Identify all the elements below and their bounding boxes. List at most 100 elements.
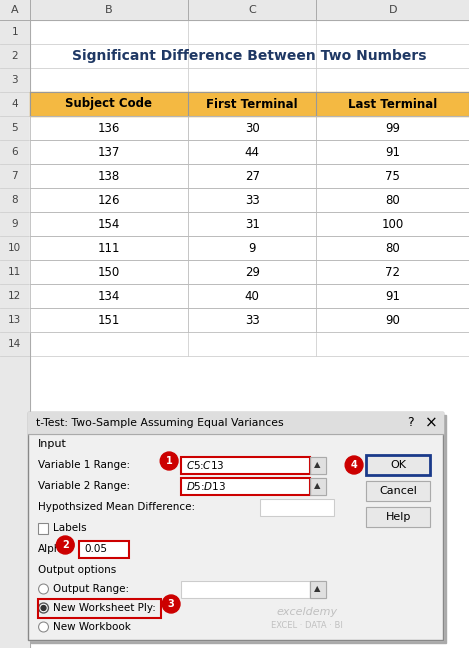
Text: 90: 90	[385, 314, 400, 327]
Bar	[181, 456, 310, 474]
Bar	[30, 164, 469, 188]
Bar	[366, 481, 430, 501]
Circle shape	[38, 603, 48, 613]
Bar	[310, 456, 327, 474]
Text: 6: 6	[11, 147, 18, 157]
Text: exceldemy: exceldemy	[276, 607, 337, 617]
Text: Hypothsized Mean Difference:: Hypothsized Mean Difference:	[37, 502, 195, 512]
Text: A: A	[11, 5, 18, 15]
Circle shape	[345, 456, 363, 474]
Text: 80: 80	[385, 194, 400, 207]
Bar	[310, 478, 327, 494]
Bar	[0, 0, 469, 20]
Text: 14: 14	[8, 339, 21, 349]
Bar	[30, 116, 469, 140]
Bar	[366, 455, 430, 475]
Text: New Worksheet Ply:: New Worksheet Ply:	[54, 603, 156, 613]
Text: 2: 2	[11, 51, 18, 61]
Text: 154: 154	[98, 218, 120, 231]
Text: 136: 136	[98, 122, 120, 135]
Text: 44: 44	[245, 146, 260, 159]
Text: C: C	[248, 5, 256, 15]
Circle shape	[38, 584, 48, 594]
Text: $D$5:$D$13: $D$5:$D$13	[186, 480, 226, 492]
Text: 9: 9	[248, 242, 256, 255]
Text: New Workbook: New Workbook	[54, 622, 131, 632]
Text: D: D	[388, 5, 397, 15]
Text: 100: 100	[382, 218, 404, 231]
Bar	[37, 523, 48, 534]
Bar	[79, 540, 128, 557]
Bar	[366, 455, 430, 475]
Bar	[366, 507, 430, 527]
Text: 13: 13	[8, 315, 21, 325]
Bar	[310, 478, 327, 494]
Bar	[27, 412, 443, 434]
Bar	[79, 540, 128, 557]
Text: Subject Code: Subject Code	[65, 97, 152, 111]
Text: Significant Difference Between Two Numbers: Significant Difference Between Two Numbe…	[72, 49, 427, 63]
Circle shape	[41, 605, 46, 610]
Text: Labels: Labels	[54, 523, 87, 533]
Bar	[30, 236, 469, 260]
Text: ×: ×	[425, 415, 438, 430]
Circle shape	[160, 452, 178, 470]
Bar	[366, 481, 430, 501]
Text: 111: 111	[98, 242, 120, 255]
Text: 75: 75	[385, 170, 400, 183]
Text: 1: 1	[11, 27, 18, 37]
Text: 138: 138	[98, 170, 120, 183]
Circle shape	[56, 536, 74, 554]
Bar	[181, 456, 310, 474]
Bar	[310, 581, 327, 597]
Bar	[31, 415, 446, 643]
Text: Alpha:: Alpha:	[37, 544, 71, 554]
Bar	[366, 507, 430, 527]
Text: 72: 72	[385, 266, 400, 279]
Bar	[188, 92, 317, 116]
Text: 31: 31	[245, 218, 260, 231]
Text: 5: 5	[11, 123, 18, 133]
Text: Help: Help	[385, 512, 411, 522]
Text: 3: 3	[168, 599, 174, 609]
Bar	[310, 456, 327, 474]
Text: 12: 12	[8, 291, 21, 301]
Text: Cancel: Cancel	[379, 486, 417, 496]
Bar	[30, 140, 469, 164]
Text: Variable 1 Range:: Variable 1 Range:	[37, 460, 130, 470]
Bar	[310, 581, 327, 597]
Text: 91: 91	[385, 146, 400, 159]
Text: 40: 40	[245, 290, 260, 303]
Bar	[30, 92, 188, 116]
Text: B: B	[105, 5, 113, 15]
Text: 134: 134	[98, 290, 120, 303]
Text: 7: 7	[11, 171, 18, 181]
Text: 126: 126	[98, 194, 120, 207]
Circle shape	[162, 595, 180, 613]
Bar	[27, 412, 443, 640]
Text: 3: 3	[11, 75, 18, 85]
Text: 80: 80	[385, 242, 400, 255]
Text: First Terminal: First Terminal	[206, 97, 298, 111]
Bar	[30, 212, 469, 236]
Text: 11: 11	[8, 267, 21, 277]
Bar	[30, 308, 469, 332]
Text: ▲: ▲	[314, 584, 321, 594]
Text: t-Test: Two-Sample Assuming Equal Variances: t-Test: Two-Sample Assuming Equal Varian…	[36, 418, 283, 428]
Text: 8: 8	[11, 195, 18, 205]
Text: Output options: Output options	[37, 565, 116, 575]
Text: 137: 137	[98, 146, 120, 159]
Text: 91: 91	[385, 290, 400, 303]
Bar	[181, 478, 310, 494]
Bar	[30, 188, 469, 212]
Text: OK: OK	[390, 460, 406, 470]
Text: 30: 30	[245, 122, 260, 135]
Text: 29: 29	[245, 266, 260, 279]
Text: 27: 27	[245, 170, 260, 183]
Bar	[30, 260, 469, 284]
Bar	[181, 581, 310, 597]
Text: $C$5:$C$13: $C$5:$C$13	[186, 459, 225, 471]
Text: 10: 10	[8, 243, 21, 253]
Text: 4: 4	[11, 99, 18, 109]
Bar	[37, 523, 48, 534]
